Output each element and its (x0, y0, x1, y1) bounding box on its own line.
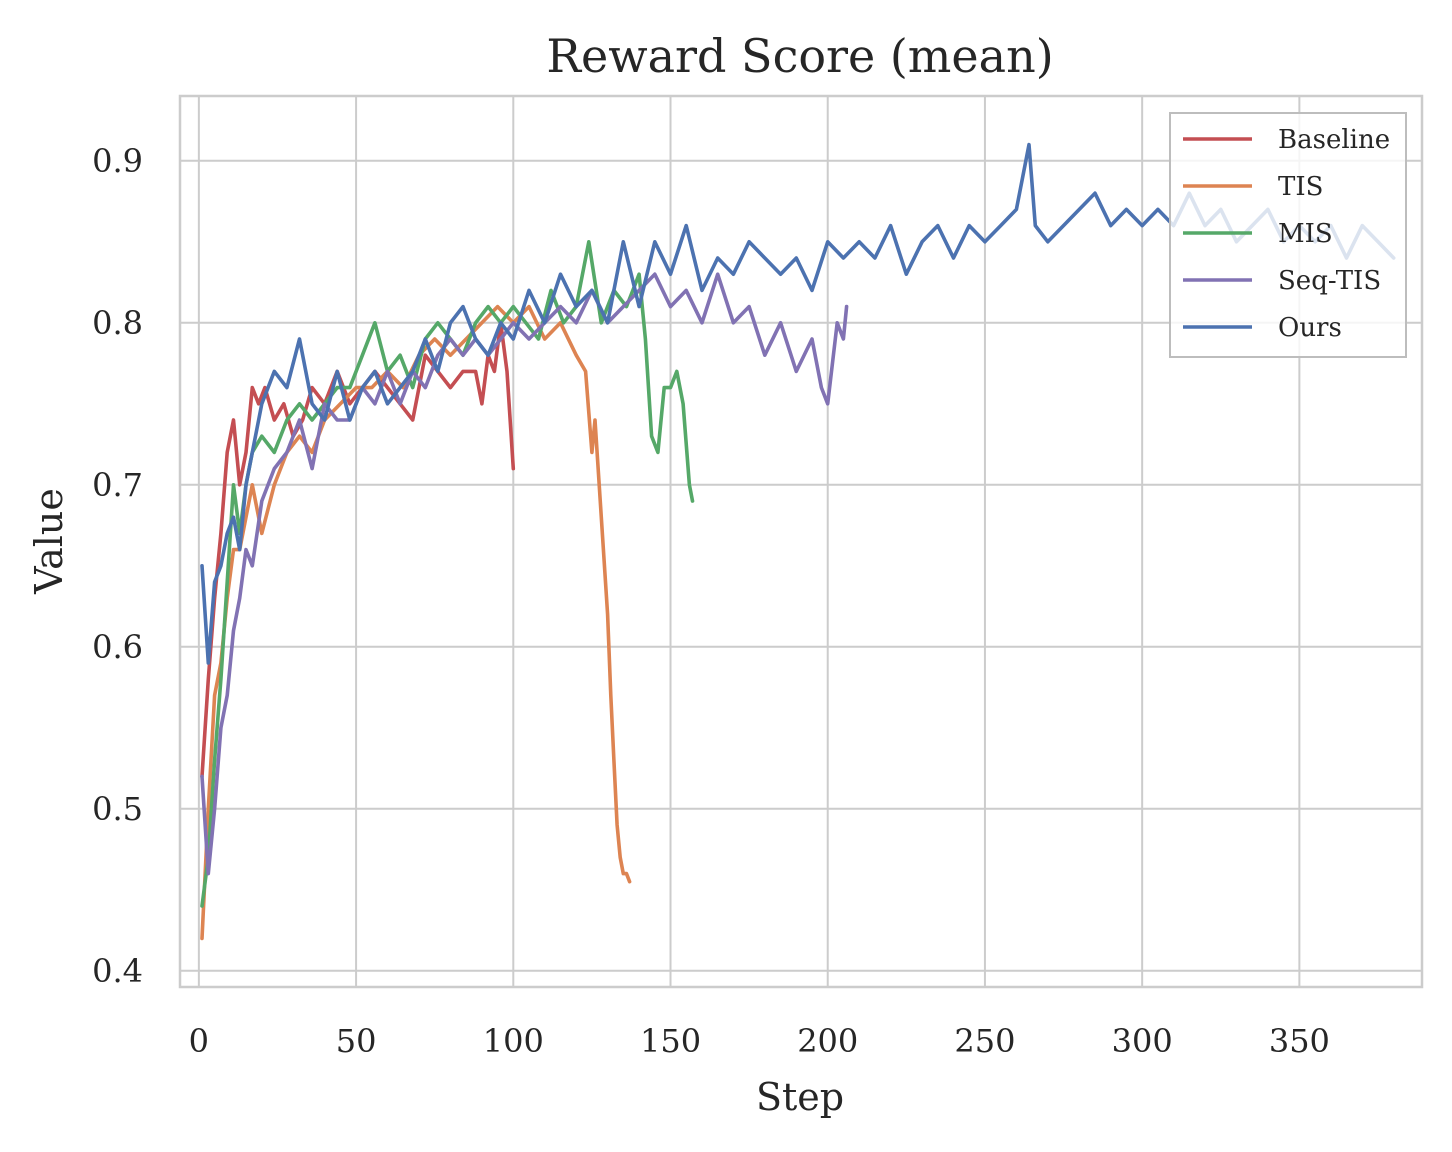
y-tick-label: 0.5 (92, 790, 143, 828)
legend-label-mis: MIS (1278, 219, 1333, 249)
x-tick-label: 0 (189, 1022, 209, 1060)
legend: Baseline TIS MIS Seq-TIS Ours (1169, 112, 1407, 358)
x-tick-label: 200 (797, 1022, 858, 1060)
series-line-ours (200, 142, 1396, 665)
y-tick-label: 0.4 (92, 952, 143, 990)
series-line-tis (200, 304, 632, 941)
x-tick-label: 350 (1269, 1022, 1330, 1060)
y-tick-label: 0.6 (92, 628, 143, 666)
series-line-baseline (200, 320, 516, 779)
plot-frame (178, 94, 1424, 989)
y-axis-ticks: 0.4 0.5 0.6 0.7 0.8 0.9 (92, 142, 143, 990)
legend-label-seq-tis: Seq-TIS (1278, 266, 1381, 296)
series-line-seq-tis (200, 272, 849, 876)
legend-label-baseline: Baseline (1278, 125, 1390, 155)
legend-box (1169, 112, 1407, 358)
legend-label-tis: TIS (1278, 172, 1323, 202)
y-tick-label: 0.9 (92, 142, 143, 180)
y-tick-label: 0.8 (92, 304, 143, 342)
x-tick-label: 150 (640, 1022, 701, 1060)
legend-label-ours: Ours (1278, 313, 1342, 343)
x-axis-label: Step (756, 1075, 844, 1119)
x-tick-label: 100 (483, 1022, 544, 1060)
chart-title: Reward Score (mean) (546, 29, 1053, 83)
x-tick-label: 300 (1112, 1022, 1173, 1060)
y-axis-label: Value (27, 488, 71, 595)
x-tick-label: 250 (954, 1022, 1015, 1060)
y-tick-label: 0.7 (92, 466, 143, 504)
x-axis-ticks: 0 50 100 150 200 250 300 350 (189, 1022, 1330, 1060)
series-lines (200, 142, 1396, 941)
x-tick-label: 50 (336, 1022, 377, 1060)
